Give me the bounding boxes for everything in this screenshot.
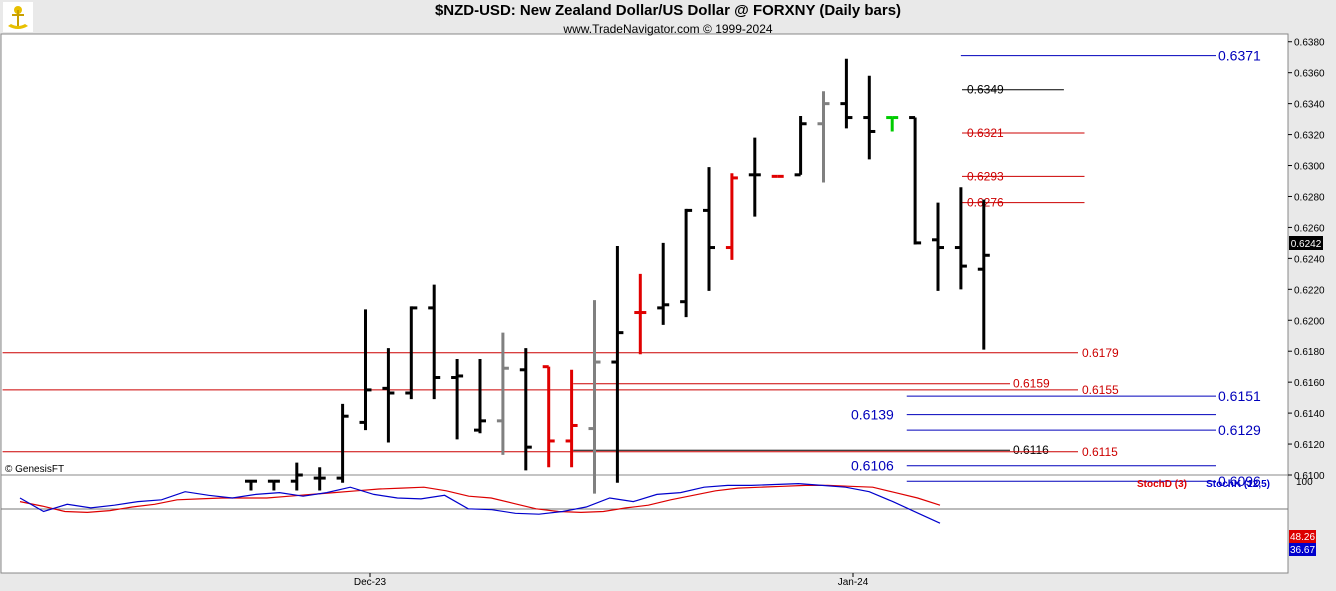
price-tick-label: 0.6120 xyxy=(1294,440,1325,451)
ohlc-bar xyxy=(634,273,647,355)
ohlc-bar xyxy=(909,116,922,245)
ohlc-bar xyxy=(932,202,944,291)
price-tick-label: 0.6340 xyxy=(1294,100,1325,111)
level-label: 0.6151 xyxy=(1218,388,1261,404)
ohlc-bar xyxy=(245,479,257,491)
chart-subtitle: www.TradeNavigator.com © 1999-2024 xyxy=(563,22,773,36)
ohlc-bar xyxy=(703,167,715,291)
ohlc-bar xyxy=(428,284,441,400)
date-tick-label: Jan-24 xyxy=(838,577,869,588)
price-tick-label: 0.6300 xyxy=(1294,162,1325,173)
ohlc-bar xyxy=(886,116,899,132)
ohlc-bar xyxy=(405,306,418,400)
level-label: 0.6155 xyxy=(1082,383,1119,397)
stochastic-panel xyxy=(0,474,1289,574)
ohlc-bar xyxy=(588,300,601,494)
level-label: 0.6321 xyxy=(967,126,1004,140)
chart-title: $NZD-USD: New Zealand Dollar/US Dollar @… xyxy=(434,2,902,19)
level-label: 0.6139 xyxy=(851,407,894,423)
stoch-d-last-value: 48.26 xyxy=(1290,532,1315,543)
level-label: 0.6276 xyxy=(967,196,1004,210)
price-tick-label: 0.6320 xyxy=(1294,131,1325,142)
stoch-k-last-value: 36.67 xyxy=(1290,545,1315,556)
price-tick-label: 0.6280 xyxy=(1294,192,1325,203)
ohlc-bar xyxy=(451,358,464,440)
stoch-k-legend: StochK (12,5) xyxy=(1206,479,1270,490)
ohlc-bar xyxy=(382,348,395,443)
ohlc-bar xyxy=(794,116,807,177)
level-label: 0.6293 xyxy=(967,169,1004,183)
ohlc-bar xyxy=(474,358,486,434)
ohlc-bar xyxy=(565,369,578,468)
credit-label: © GenesisFT xyxy=(5,464,64,475)
ohlc-bar xyxy=(336,403,349,483)
price-tick-label: 0.6360 xyxy=(1294,69,1325,80)
date-axis: Dec-23 Jan-24 xyxy=(354,573,869,588)
level-label: 0.6096 xyxy=(1218,473,1261,489)
level-label: 0.6159 xyxy=(1013,377,1050,391)
ohlc-bar xyxy=(725,173,738,260)
ohlc-bar xyxy=(519,348,532,471)
level-label: 0.6179 xyxy=(1082,346,1119,360)
ohlc-bar xyxy=(863,75,876,160)
ohlc-bar xyxy=(680,208,693,318)
level-label: 0.6115 xyxy=(1082,445,1118,459)
price-tick-label: 0.6240 xyxy=(1294,254,1325,265)
price-panel xyxy=(0,33,1289,476)
ohlc-bar xyxy=(313,467,326,491)
last-price-label: 0.6242 xyxy=(1291,239,1322,250)
ohlc-bar xyxy=(611,245,624,483)
level-label: 0.6116 xyxy=(1013,443,1049,457)
stoch-d-last-box xyxy=(1289,530,1316,543)
ohlc-bar xyxy=(267,479,280,491)
ohlc-bar xyxy=(290,462,303,491)
stoch-100-tick: 100 xyxy=(1296,477,1313,488)
ohlc-bar xyxy=(542,365,555,468)
price-tick-label: 0.6220 xyxy=(1294,285,1325,296)
price-tick-label: 0.6140 xyxy=(1294,409,1325,420)
date-tick-label: Dec-23 xyxy=(354,577,387,588)
ohlc-bar xyxy=(977,199,990,350)
stoch-d-line xyxy=(19,484,941,514)
price-tick-label: 0.6380 xyxy=(1294,38,1325,49)
price-tick-label: 0.6200 xyxy=(1294,316,1325,327)
price-bars xyxy=(245,58,990,494)
stoch-k-last-box xyxy=(1289,543,1316,556)
level-label: 0.6371 xyxy=(1218,48,1261,64)
ohlc-bar xyxy=(359,309,372,431)
last-price-box xyxy=(1289,236,1323,250)
stoch-d-legend: StochD (3) xyxy=(1137,479,1187,490)
stoch-k-line xyxy=(19,482,941,524)
ohlc-bar xyxy=(840,58,853,129)
ohlc-bar xyxy=(748,137,761,217)
stochastic-lines xyxy=(19,482,941,524)
ohlc-bar xyxy=(954,187,967,290)
trade-navigator-logo-icon xyxy=(3,2,33,37)
ohlc-bar xyxy=(496,332,509,455)
ohlc-bar xyxy=(817,91,830,183)
level-label: 0.6349 xyxy=(967,83,1004,97)
ohlc-bar xyxy=(657,242,670,325)
price-tick-label: 0.6260 xyxy=(1294,223,1325,234)
price-tick-label: 0.6100 xyxy=(1294,471,1325,482)
level-label: 0.6106 xyxy=(851,458,894,474)
price-axis: 0.6380 0.6360 0.6340 0.6320 0.6300 0.6280 0.62… xyxy=(1288,38,1325,482)
price-tick-label: 0.6160 xyxy=(1294,378,1325,389)
level-label: 0.6129 xyxy=(1218,422,1261,438)
price-tick-label: 0.6180 xyxy=(1294,347,1325,358)
